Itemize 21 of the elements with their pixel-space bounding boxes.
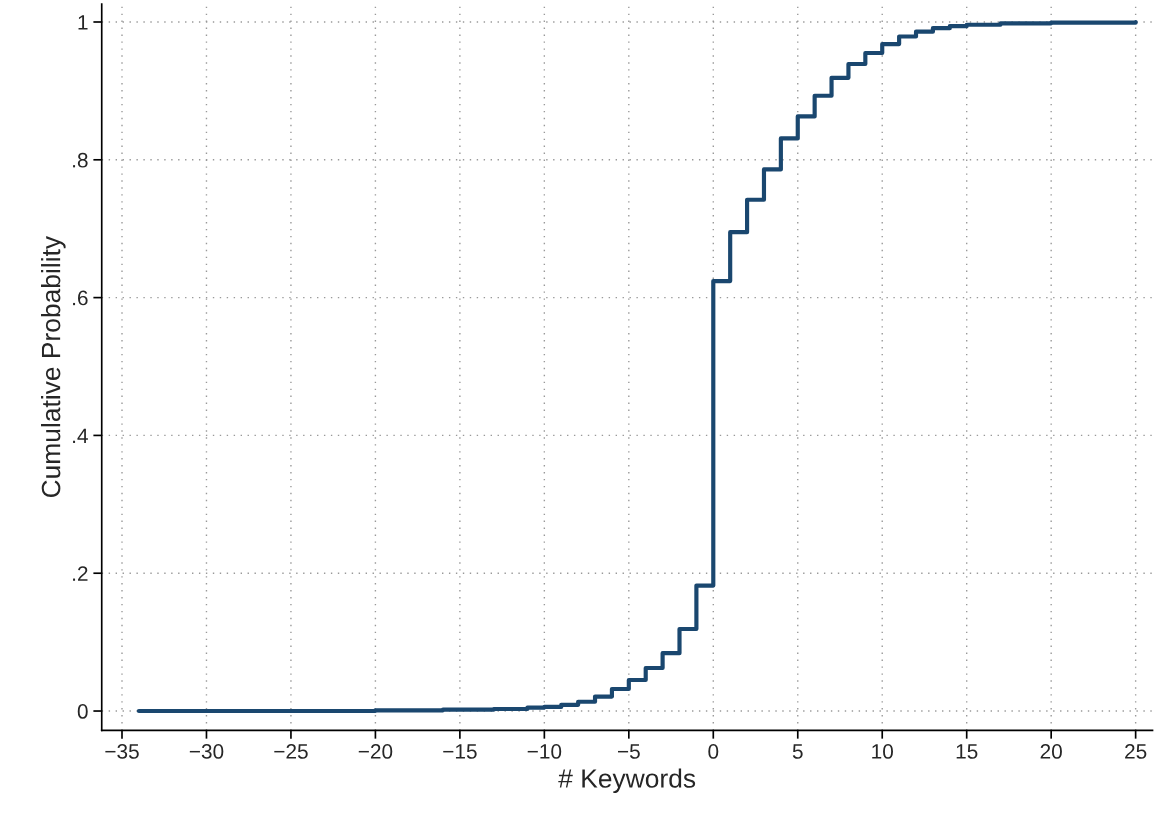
x-tick-label: 25 xyxy=(1125,744,1147,759)
y-tick-label: .4 xyxy=(73,428,88,443)
x-tick-label: −10 xyxy=(527,744,562,759)
x-tick-label: −25 xyxy=(274,744,308,759)
x-tick-label: −15 xyxy=(443,744,477,759)
y-tick-label: 0 xyxy=(77,704,88,719)
y-tick-label: .2 xyxy=(73,566,88,581)
x-tick-label: 0 xyxy=(708,744,719,759)
x-tick-label: 5 xyxy=(792,744,803,759)
y-axis-title: Cumulative Probability xyxy=(41,235,66,498)
x-tick-label: 10 xyxy=(872,744,893,759)
x-axis-title: # Keywords xyxy=(558,768,696,794)
y-tick-label: 1 xyxy=(78,15,88,30)
x-tick-label: −20 xyxy=(358,744,393,759)
x-tick-label: −30 xyxy=(189,744,224,759)
y-tick-label: .6 xyxy=(73,290,88,306)
y-tick-label: .8 xyxy=(73,152,88,168)
x-tick-label: −5 xyxy=(617,744,640,759)
x-tick-label: 15 xyxy=(956,744,978,759)
x-tick-label: 20 xyxy=(1040,744,1062,759)
x-tick-label: −35 xyxy=(105,744,139,759)
